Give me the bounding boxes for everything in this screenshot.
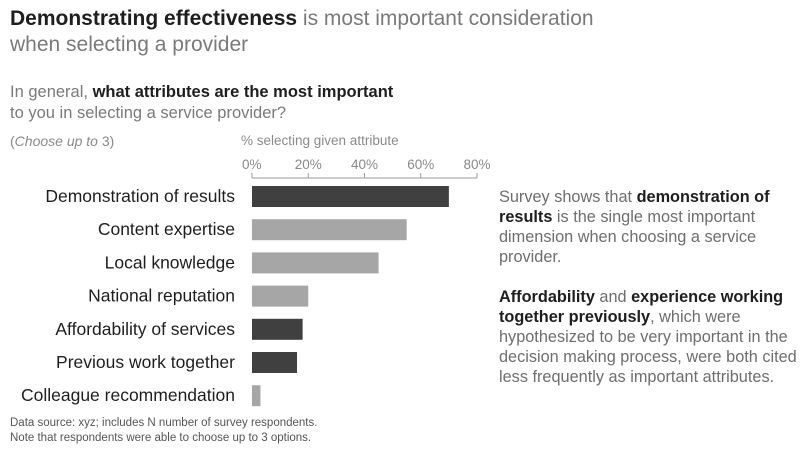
bar [252, 252, 379, 274]
bar-chart: 0% 20% 40% 60% 80% Demonstration of results Co… [21, 157, 491, 407]
x-tick-label: 40% [351, 157, 378, 172]
bar [252, 352, 297, 373]
choose-num: 3) [97, 133, 115, 149]
takeaway-paragraph-2: Affordability and experience working tog… [499, 287, 804, 387]
source-line2: Note that respondents were able to choos… [10, 432, 312, 444]
title-rest: is most important consideration [297, 7, 594, 30]
category-label: Colleague recommendation [21, 385, 235, 405]
choose-note: (Choose up to 3) [10, 133, 114, 149]
survey-question: In general, what attributes are the most… [10, 82, 490, 124]
p1-bold: demonstration of results [499, 188, 770, 226]
category-label: Demonstration of results [45, 186, 235, 206]
title-line2: when selecting a provider [10, 33, 249, 56]
bar [252, 186, 449, 207]
data-source-note: Data source: xyz; includes N number of s… [10, 416, 317, 446]
question-bold: what attributes are the most important [92, 83, 394, 101]
x-axis-label: % selecting given attribute [241, 133, 399, 148]
x-tick-label: 20% [295, 157, 322, 172]
category-label: Previous work together [56, 352, 235, 372]
x-tick-label: 60% [407, 157, 434, 172]
bar [252, 385, 261, 407]
question-line2: to you in selecting a service provider? [10, 104, 287, 122]
category-label: Affordability of services [55, 319, 235, 339]
chart-title: Demonstrating effectiveness is most impo… [10, 6, 710, 58]
source-line1: Data source: xyz; includes N number of s… [10, 417, 318, 429]
question-pre: In general, [10, 83, 93, 101]
title-bold: Demonstrating effectiveness [10, 7, 298, 30]
bar [252, 219, 407, 241]
category-label: Local knowledge [105, 252, 235, 272]
x-tick-label: 0% [242, 157, 262, 172]
choose-text: Choose up to [14, 133, 98, 149]
p1-post: is the single most important dimension w… [499, 208, 757, 266]
category-label: Content expertise [98, 219, 235, 239]
category-label: National reputation [88, 286, 235, 306]
choose-open: ( [10, 133, 15, 149]
takeaway-text: Survey shows that demonstration of resul… [499, 187, 804, 407]
p2-and: and [594, 288, 632, 306]
p2-bold2: experience working together previously [499, 288, 784, 326]
p2-bold1: Affordability [499, 288, 595, 306]
bar [252, 285, 309, 307]
x-tick-label: 80% [463, 157, 490, 172]
bar [252, 318, 303, 340]
p1-pre: Survey shows that [499, 188, 637, 206]
p2-post: , which were hypothesized to be very imp… [499, 308, 797, 386]
takeaway-paragraph-1: Survey shows that demonstration of resul… [499, 187, 804, 267]
